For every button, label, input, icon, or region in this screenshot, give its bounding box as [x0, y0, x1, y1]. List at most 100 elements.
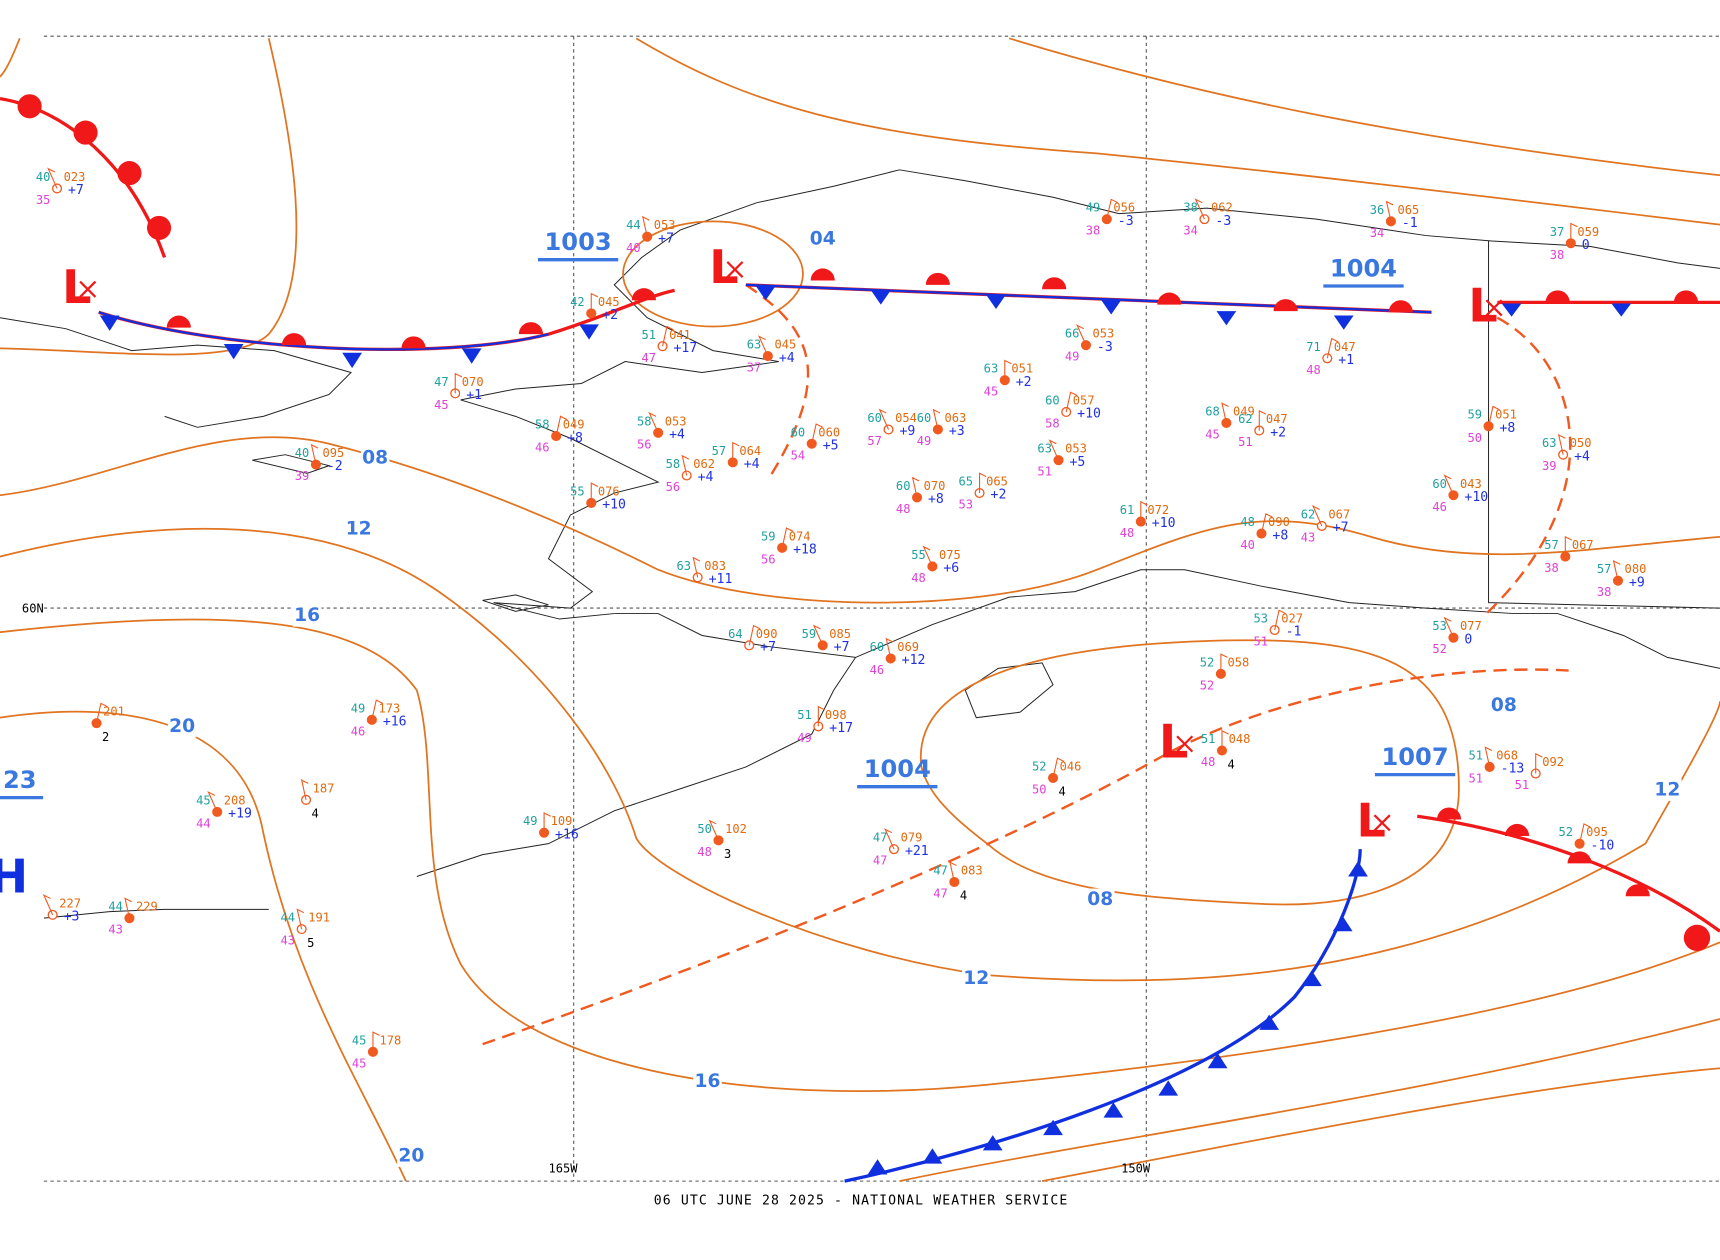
dewpoint: 49 — [917, 434, 932, 448]
cold-symbol — [223, 344, 244, 360]
labels: 60N 165W 150W 06 UTC JUNE 28 2025 - NATI… — [0, 227, 1682, 1208]
tendency: +1 — [1338, 353, 1354, 368]
wind-barb — [1076, 324, 1087, 346]
station: 62 067 43 +7 — [1301, 505, 1350, 544]
pressure: 056 — [1113, 201, 1135, 215]
dewpoint: 48 — [911, 571, 926, 585]
dewpoint: 56 — [761, 552, 776, 566]
station: 53 027 51 -1 — [1254, 609, 1303, 649]
station: 58 049 46 +8 — [535, 415, 585, 455]
wind-barb — [911, 476, 920, 498]
station: 63 045 37 +4 — [747, 335, 796, 375]
dewpoint: 48 — [1201, 755, 1216, 769]
temperature: 59 — [761, 529, 776, 543]
station: 63 053 51 +5 — [1037, 439, 1087, 479]
wind-barb — [1488, 405, 1500, 427]
temperature: 52 — [1558, 825, 1573, 839]
isobar — [0, 710, 407, 1182]
warm-symbol — [925, 272, 950, 285]
dewpoint: 40 — [1240, 538, 1255, 552]
isobar-label-bg — [292, 604, 322, 627]
cold-symbol — [1207, 1052, 1228, 1069]
wind-barb — [1443, 474, 1454, 496]
dewpoint: 44 — [196, 816, 211, 830]
wind-barb — [732, 441, 740, 463]
front — [745, 283, 1432, 314]
wind-barb — [1065, 391, 1078, 413]
front — [844, 849, 1362, 1183]
wind-barb — [1106, 198, 1119, 220]
wind-barb — [642, 215, 650, 237]
pressure: 080 — [1625, 562, 1647, 576]
isobar — [635, 37, 1720, 226]
tendency: +8 — [1500, 421, 1516, 436]
cold-symbol — [870, 290, 891, 305]
temperature: 38 — [1183, 201, 1198, 215]
wind-barb — [1221, 729, 1229, 751]
footer: 06 UTC JUNE 28 2025 - NATIONAL WEATHER S… — [654, 1193, 1069, 1208]
tendency: -1 — [1402, 216, 1418, 231]
station: 47 079 47 +21 — [873, 828, 929, 868]
dewpoint: 49 — [797, 731, 812, 745]
tendency: +4 — [698, 470, 714, 485]
station: 53 077 52 0 — [1432, 616, 1482, 656]
wind-barb — [1140, 500, 1148, 522]
tendency: +3 — [64, 910, 80, 925]
temperature: 42 — [570, 295, 585, 309]
cold-symbol — [986, 294, 1006, 309]
pressure: 083 — [961, 864, 983, 878]
pressure: 062 — [693, 457, 715, 471]
station: 61 072 48 +10 — [1120, 500, 1176, 540]
station: 64 090+7 — [728, 624, 778, 655]
wind-barb — [1443, 616, 1454, 638]
wind-barb — [648, 411, 659, 434]
warm-symbol — [17, 94, 42, 119]
isobar — [1008, 37, 1720, 177]
dewpoint: 56 — [637, 437, 652, 451]
dewpoint: 50 — [1467, 431, 1482, 445]
tendency: -13 — [1501, 762, 1525, 777]
tendency: +19 — [228, 807, 252, 822]
isobar-label: 08 — [1491, 695, 1517, 716]
temperature: 62 — [1238, 412, 1253, 426]
center-symbol: L — [1468, 278, 1497, 332]
pressure: 173 — [378, 701, 400, 715]
temperature: 45 — [352, 1033, 367, 1047]
pressure: 023 — [64, 170, 86, 184]
temperature: 40 — [36, 170, 51, 184]
pressure: 047 — [1334, 340, 1356, 354]
isobar-label: 12 — [963, 968, 989, 989]
tendency: +18 — [793, 543, 817, 558]
center-pressure: 1003 — [545, 228, 612, 256]
tendency: +10 — [1464, 490, 1488, 505]
dewpoint: 46 — [1432, 500, 1447, 514]
pressure: 178 — [380, 1033, 402, 1047]
temperature: 60 — [867, 411, 882, 425]
isobar-label-bg — [1653, 779, 1682, 801]
cold-symbol — [1332, 915, 1353, 932]
warm-symbol — [1625, 884, 1650, 897]
center-mark — [79, 280, 97, 298]
wind-barb — [1260, 513, 1273, 534]
wind-barb — [811, 423, 823, 444]
dewpoint: 51 — [1469, 772, 1484, 786]
pressure: 229 — [136, 900, 158, 914]
dewpoint: 47 — [641, 351, 656, 365]
warm-symbol — [401, 336, 426, 349]
cold-symbol — [1158, 1080, 1179, 1096]
pressure: 077 — [1460, 619, 1482, 633]
pressure: 075 — [939, 548, 961, 562]
cold-symbol — [1348, 861, 1368, 877]
cold-symbol — [579, 324, 599, 340]
wind-barb — [296, 908, 305, 930]
dewpoint: 51 — [1254, 635, 1269, 649]
dewpoint: 38 — [1086, 224, 1101, 238]
wind-barb — [1004, 359, 1012, 381]
pressure: 058 — [1227, 655, 1249, 669]
pressure: 067 — [1572, 538, 1594, 552]
